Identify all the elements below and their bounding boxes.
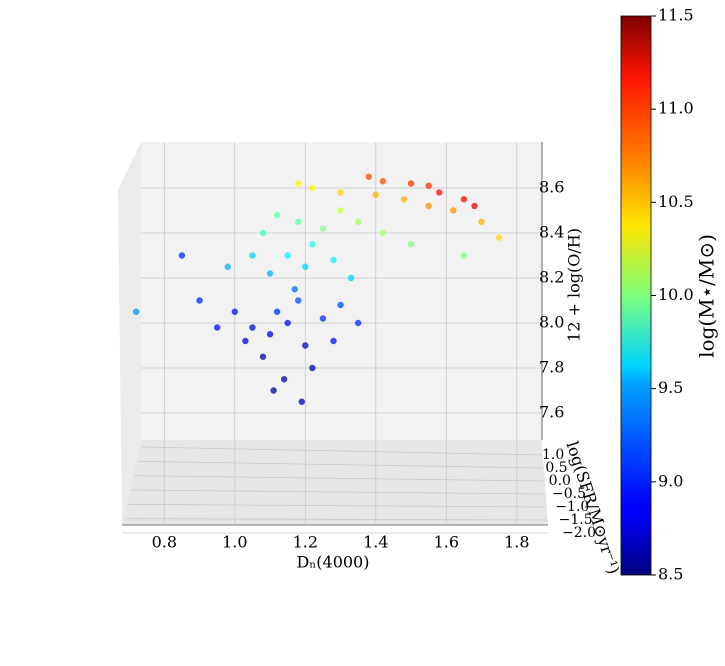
z-tick-label: 1.0 xyxy=(542,447,564,463)
x-axis-label: Dₙ(4000) xyxy=(297,553,370,572)
point xyxy=(354,218,362,225)
colorbar-tick-label: 11.5 xyxy=(658,6,694,25)
colorbar-label: log(M⋆/M⊙) xyxy=(695,234,719,358)
point xyxy=(242,337,249,345)
point xyxy=(460,252,468,259)
point xyxy=(259,353,267,360)
z-tick-label: −0.5 xyxy=(552,486,586,502)
colorbar xyxy=(620,15,652,576)
frame xyxy=(118,142,548,526)
grid xyxy=(122,142,548,534)
point xyxy=(295,218,302,225)
y-tick-label: 7.8 xyxy=(539,358,564,377)
grid-line xyxy=(137,460,544,469)
z-tick-label: −2.0 xyxy=(562,525,596,541)
colorbar-tick-label: 10.0 xyxy=(658,285,694,304)
point xyxy=(319,225,327,232)
z-tick-label: −1.0 xyxy=(555,499,589,515)
point xyxy=(354,319,362,327)
points xyxy=(132,173,503,405)
point xyxy=(425,202,432,210)
grid-line xyxy=(128,503,547,508)
point xyxy=(425,182,432,189)
y-tick-label: 7.6 xyxy=(539,403,564,422)
point xyxy=(231,308,238,315)
colorbar-tick-label: 9.5 xyxy=(658,378,683,397)
grid-line xyxy=(131,489,546,495)
point xyxy=(298,398,305,405)
point xyxy=(224,263,231,270)
point xyxy=(460,196,468,203)
z-tick-label: 0.0 xyxy=(549,473,571,489)
point xyxy=(270,387,277,394)
grid-line xyxy=(140,446,543,456)
point xyxy=(450,207,457,214)
point xyxy=(302,263,309,270)
point xyxy=(249,252,256,259)
point xyxy=(309,184,316,192)
colorbar-tick-label: 8.5 xyxy=(658,565,683,584)
x-tick-label: 0.8 xyxy=(152,533,177,552)
point xyxy=(309,241,316,248)
x-tick-label: 1.0 xyxy=(222,533,247,552)
point xyxy=(330,337,337,345)
point xyxy=(330,256,337,264)
point xyxy=(273,308,281,315)
point xyxy=(407,241,415,248)
point xyxy=(295,297,302,304)
point xyxy=(284,252,291,259)
point xyxy=(259,229,267,237)
grid-line xyxy=(134,475,545,482)
y-tick-label: 8.4 xyxy=(539,223,564,242)
grid-line xyxy=(125,518,548,521)
y-tick-label: 8.0 xyxy=(539,313,564,332)
point xyxy=(337,189,344,196)
point xyxy=(337,207,344,214)
colorbar-tick-label: 10.5 xyxy=(658,192,694,211)
x-tick-label: 1.4 xyxy=(363,533,388,552)
point xyxy=(372,191,379,198)
x-tick-label: 1.6 xyxy=(434,533,459,552)
point xyxy=(407,180,415,187)
point xyxy=(347,274,355,282)
point xyxy=(266,270,274,277)
floor xyxy=(122,440,548,525)
y-tick-label: 8.6 xyxy=(539,178,564,197)
point xyxy=(273,211,281,219)
point xyxy=(379,229,387,237)
left-wall xyxy=(118,142,141,525)
point xyxy=(295,180,302,187)
colorbar-tick-label: 9.0 xyxy=(658,471,683,490)
point xyxy=(213,324,221,331)
point xyxy=(471,202,478,210)
y-axis-label: 12 + log(O/H) xyxy=(565,228,584,342)
z-tick-label: 0.5 xyxy=(545,460,567,476)
point xyxy=(291,286,298,293)
point xyxy=(400,196,408,203)
point xyxy=(319,315,327,322)
point xyxy=(280,376,288,383)
point xyxy=(379,178,387,185)
z-tick-label: −1.5 xyxy=(559,512,593,528)
x-tick-label: 1.8 xyxy=(504,533,529,552)
point xyxy=(302,342,309,349)
point xyxy=(178,252,186,259)
colorbar-tick-label: 11.0 xyxy=(658,99,694,118)
point xyxy=(132,308,140,315)
point xyxy=(495,234,503,241)
point xyxy=(309,364,316,372)
y-tick-label: 8.2 xyxy=(539,268,564,287)
point xyxy=(337,301,344,309)
point xyxy=(478,218,485,225)
point xyxy=(365,173,372,180)
point xyxy=(266,331,274,338)
point xyxy=(436,189,443,196)
point xyxy=(249,324,256,331)
point xyxy=(284,319,291,327)
point xyxy=(196,297,203,304)
x-tick-label: 1.2 xyxy=(293,533,318,552)
back-wall xyxy=(141,142,542,440)
